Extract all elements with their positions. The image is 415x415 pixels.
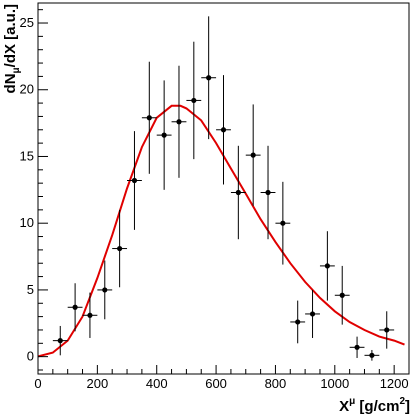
data-point	[156, 80, 172, 190]
data-point	[349, 336, 365, 358]
point-marker	[265, 189, 271, 196]
ticks	[37, 9, 410, 374]
x-tick-label: 1000	[320, 376, 349, 391]
point-marker	[131, 177, 138, 184]
point-marker	[146, 115, 152, 121]
tick-labels: 0 200 400 600 800 1000 1200 0 5 10 15 20 25	[20, 15, 409, 391]
point-marker	[295, 319, 301, 325]
point-marker	[324, 263, 330, 269]
point-marker	[280, 220, 286, 226]
x-axis-title-sup: μ	[349, 396, 355, 407]
data-point	[82, 292, 98, 338]
point-marker	[250, 152, 256, 158]
x-axis-title: Xμ [g/cm2]	[339, 396, 410, 415]
x-axis-title-unit-end: ]	[405, 398, 410, 415]
point-marker	[117, 245, 123, 252]
point-marker	[354, 344, 360, 350]
data-point	[67, 283, 83, 332]
point-marker	[235, 189, 241, 196]
data-point	[186, 41, 202, 160]
data-point	[319, 231, 335, 301]
data-point	[305, 289, 320, 338]
point-marker	[87, 312, 93, 318]
data-point	[127, 131, 142, 230]
point-marker	[369, 352, 375, 358]
point-marker	[72, 304, 78, 310]
point-marker	[309, 311, 316, 317]
point-marker	[384, 327, 390, 333]
y-axis-title-sub: μ	[11, 67, 22, 73]
point-marker	[206, 75, 212, 81]
data-point	[364, 349, 380, 361]
data-point	[245, 104, 261, 206]
x-axis-title-unit: [g/cm	[355, 398, 399, 415]
data-point	[334, 265, 350, 325]
x-tick-label: 400	[146, 376, 168, 391]
plot-frame	[37, 2, 410, 375]
data-point	[290, 300, 306, 344]
data-point	[379, 311, 395, 349]
data-point	[141, 61, 157, 174]
y-tick-label: 15	[20, 148, 34, 163]
data-point	[97, 260, 113, 320]
y-tick-label: 20	[20, 82, 34, 97]
y-tick-label: 0	[27, 349, 34, 364]
y-axis-title-rest: /dX [a.u.]	[2, 4, 19, 67]
y-axis-title: dNμ/dX [a.u.]	[2, 4, 22, 93]
y-axis-title-main: dN	[2, 73, 19, 93]
point-marker	[176, 119, 182, 125]
data-point	[52, 325, 68, 356]
x-tick-label: 600	[205, 376, 227, 391]
x-tick-label: 200	[87, 376, 109, 391]
data-point	[230, 145, 246, 240]
point-marker	[339, 292, 345, 298]
axes	[37, 2, 410, 375]
plot-content	[38, 16, 405, 361]
x-tick-label: 0	[34, 376, 41, 391]
data-point	[112, 209, 128, 288]
point-marker	[220, 127, 227, 133]
data-point	[275, 181, 291, 265]
y-tick-label: 10	[20, 215, 34, 230]
data-point	[171, 65, 187, 178]
point-marker	[57, 338, 63, 344]
x-tick-label: 1200	[380, 376, 409, 391]
data-point	[260, 145, 276, 240]
data-point	[201, 16, 217, 140]
point-marker	[161, 132, 167, 138]
x-tick-label: 800	[265, 376, 287, 391]
y-tick-label: 5	[27, 282, 34, 297]
x-axis-title-unit-sup: 2	[399, 396, 405, 407]
point-marker	[102, 287, 108, 293]
fit-curve	[38, 104, 405, 358]
x-axis-title-main: X	[339, 398, 349, 415]
data-point	[216, 75, 231, 185]
point-marker	[191, 97, 197, 104]
plot-area	[38, 16, 405, 361]
y-tick-label: 25	[20, 15, 34, 30]
